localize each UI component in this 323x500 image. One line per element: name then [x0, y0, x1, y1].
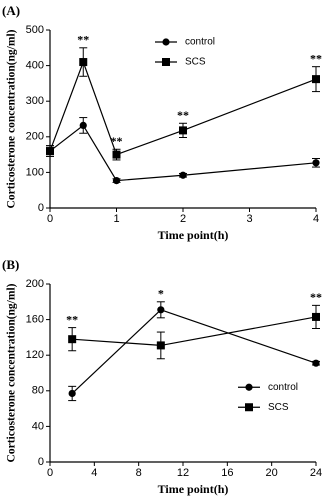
y-axis-label: Corticosterone concentration(ng/ml): [6, 283, 18, 462]
data-point: [112, 176, 121, 185]
x-tick-label: 16: [221, 467, 233, 479]
data-point: [68, 389, 76, 398]
y-tick-label: 120: [26, 349, 44, 361]
y-tick-label: 40: [32, 420, 44, 432]
data-point: [312, 159, 320, 167]
annotation: *: [158, 287, 164, 301]
legend-marker: [245, 403, 253, 412]
legend-marker: [162, 38, 170, 46]
data-point: [312, 75, 320, 84]
annotation: **: [310, 51, 322, 65]
x-tick-label: 24: [310, 467, 322, 479]
x-tick-label: 2: [180, 213, 186, 225]
legend-label: SCS: [268, 402, 289, 413]
x-tick-label: 4: [313, 213, 319, 225]
data-point: [312, 359, 320, 367]
y-tick-label: 300: [26, 95, 44, 107]
data-point: [79, 121, 87, 130]
x-axis-label: Time point(h): [158, 482, 229, 496]
annotation: **: [310, 290, 322, 304]
x-axis-label: Time point(h): [158, 228, 229, 242]
legend-label: control: [268, 382, 298, 393]
y-tick-label: 500: [26, 24, 44, 36]
panel-label: (B): [2, 257, 19, 272]
x-tick-label: 8: [136, 467, 142, 479]
data-point: [312, 312, 320, 321]
y-axis-label: Corticosterone concentration(ng/ml): [6, 29, 18, 208]
annotation: **: [66, 312, 78, 326]
panel-label: (A): [2, 3, 20, 18]
legend-marker: [245, 383, 253, 391]
x-tick-label: 3: [246, 213, 252, 225]
y-tick-label: 400: [26, 60, 44, 72]
data-point: [179, 126, 187, 135]
legend-label: control: [185, 37, 215, 48]
y-tick-label: 200: [26, 131, 44, 143]
y-tick-label: 0: [38, 456, 44, 468]
data-point: [68, 335, 77, 344]
y-tick-label: 100: [26, 166, 44, 178]
x-tick-label: 0: [47, 213, 53, 225]
data-point: [79, 58, 88, 67]
x-tick-label: 20: [266, 467, 278, 479]
annotation: **: [177, 108, 189, 122]
annotation: **: [111, 134, 123, 148]
x-tick-label: 12: [177, 467, 189, 479]
data-point: [46, 147, 54, 156]
data-point: [156, 341, 165, 350]
annotation: **: [77, 33, 89, 47]
y-tick-label: 200: [26, 278, 44, 290]
data-point: [157, 306, 165, 314]
legend-marker: [162, 58, 170, 66]
data-point: [112, 150, 121, 159]
x-tick-label: 0: [47, 467, 53, 479]
x-tick-label: 4: [91, 467, 97, 479]
y-tick-label: 160: [26, 314, 44, 326]
y-tick-label: 0: [38, 202, 44, 214]
y-tick-label: 80: [32, 385, 44, 397]
legend-label: SCS: [185, 57, 206, 68]
data-point: [179, 171, 187, 179]
x-tick-label: 1: [113, 213, 119, 225]
